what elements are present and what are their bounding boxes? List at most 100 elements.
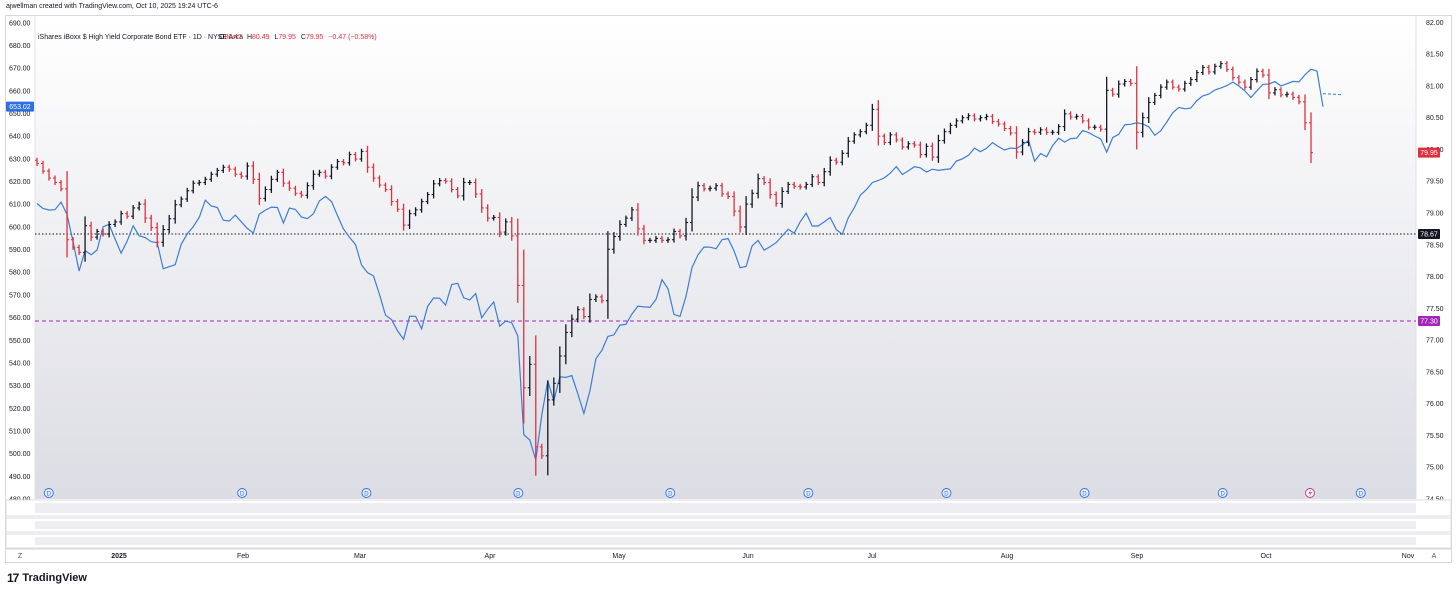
price-bar: [323, 169, 328, 179]
price-bar: [263, 186, 268, 202]
price-bar: [377, 175, 382, 188]
price-bar: [449, 178, 454, 193]
price-bar: [629, 206, 634, 221]
price-bar: [527, 356, 532, 397]
price-chart[interactable]: 690.00 680.00 670.00 660.00 650.00 640.00 630.…: [6, 16, 1451, 562]
price-bar: [1242, 79, 1247, 90]
price-bar: [684, 217, 689, 241]
price-bar: [1092, 124, 1097, 130]
price-bar: [605, 231, 610, 319]
auto-scale-button[interactable]: A: [1432, 553, 1437, 560]
price-bar: [1302, 94, 1307, 131]
chart-panel[interactable]: 690.00 680.00 670.00 660.00 650.00 640.00 630.…: [5, 15, 1452, 563]
tradingview-logo[interactable]: 17 TradingView: [7, 571, 87, 585]
right-price-axis[interactable]: 82.0081.5081.0080.5080.0079.5079.0078.50…: [1415, 16, 1444, 504]
price-bar: [47, 168, 52, 181]
price-bar: [347, 151, 352, 166]
price-bar: [593, 294, 598, 302]
time-axis-tick: Sep: [1131, 553, 1144, 560]
price-bar: [383, 182, 388, 193]
right-axis-tick: 77.50: [1426, 306, 1444, 313]
price-bar: [930, 142, 935, 161]
price-bar: [834, 157, 839, 165]
left-axis-tick: 550.00: [9, 338, 31, 345]
price-bar: [804, 181, 809, 190]
axis-price-labels: 653.02 78.67 77.30 79.95: [6, 101, 1440, 327]
price-bar: [545, 380, 550, 476]
right-axis-tick: 82.00: [1426, 20, 1444, 27]
price-bar: [750, 189, 755, 208]
price-bar: [846, 136, 851, 158]
price-bar: [924, 143, 929, 158]
price-bar: [341, 158, 346, 166]
svg-text:D: D: [806, 491, 811, 497]
time-axis-tick: Oct: [1261, 553, 1272, 560]
left-axis-tick: 630.00: [9, 156, 31, 163]
tradingview-brand: TradingView: [22, 572, 87, 584]
left-axis-tick: 530.00: [9, 383, 31, 390]
legend-title: iShares iBoxx $ High Yield Corporate Bon…: [38, 34, 243, 41]
price-bar: [575, 306, 580, 323]
price-bar: [1086, 118, 1091, 130]
price-bar: [269, 175, 274, 194]
left-axis-tick: 690.00: [9, 20, 31, 27]
price-bar: [275, 169, 280, 182]
price-bar: [437, 178, 442, 187]
price-bar: [77, 244, 82, 255]
level-label-dark: 78.67: [1418, 228, 1440, 239]
dividend-marker: D: [513, 488, 524, 498]
price-bar: [305, 182, 310, 199]
price-bar: [521, 249, 526, 424]
time-axis[interactable]: 2025 Feb Mar Apr May Jun Jul Aug Sep Oct Nov Z A: [6, 548, 1451, 560]
svg-text:D: D: [47, 491, 52, 497]
left-axis-tick: 640.00: [9, 134, 31, 141]
price-bar: [281, 168, 286, 187]
price-bar: [1014, 126, 1019, 159]
price-bar: [1056, 124, 1061, 135]
price-bar: [726, 191, 731, 200]
left-price-axis[interactable]: 690.00 680.00 670.00 660.00 650.00 640.00 630.…: [9, 16, 36, 504]
left-axis-tick: 610.00: [9, 202, 31, 209]
price-bar: [611, 232, 616, 254]
left-axis-tick: 560.00: [9, 315, 31, 322]
price-bar: [756, 173, 761, 199]
price-bar: [1122, 78, 1127, 87]
price-bar: [251, 161, 256, 185]
zoom-button[interactable]: Z: [18, 553, 23, 560]
right-axis-tick: 81.00: [1426, 83, 1444, 90]
price-bar: [35, 157, 39, 166]
price-bar: [798, 183, 803, 190]
dividend-marker: D: [941, 488, 952, 498]
price-bar: [233, 166, 238, 177]
price-bar: [1230, 66, 1235, 81]
price-bar: [167, 214, 172, 234]
price-bar: [708, 185, 713, 192]
price-bar: [960, 115, 965, 124]
legend-h-value: 80.49: [252, 34, 270, 41]
price-bar: [738, 205, 743, 233]
price-bar: [617, 220, 622, 241]
left-current-label: 653.02: [6, 101, 34, 112]
price-bar: [359, 148, 364, 162]
price-bar: [113, 219, 118, 227]
price-bar: [1038, 127, 1043, 135]
price-bar: [1218, 61, 1223, 69]
price-bar: [221, 164, 226, 173]
price-bar: [503, 218, 508, 236]
left-axis-tick: 570.00: [9, 292, 31, 299]
svg-text:653.02: 653.02: [9, 104, 31, 111]
price-bar: [407, 209, 412, 230]
price-bar: [762, 176, 767, 186]
time-axis-tick: Aug: [1001, 553, 1014, 560]
price-bar: [1134, 66, 1139, 150]
price-bar: [533, 335, 538, 476]
price-bar: [161, 225, 166, 247]
left-axis-tick: 680.00: [9, 43, 31, 50]
price-bar: [353, 152, 358, 162]
price-bar: [641, 224, 646, 245]
price-bar: [720, 182, 725, 197]
price-bar: [485, 204, 490, 222]
dividend-marker: D: [1355, 488, 1366, 498]
price-bar: [732, 191, 737, 217]
